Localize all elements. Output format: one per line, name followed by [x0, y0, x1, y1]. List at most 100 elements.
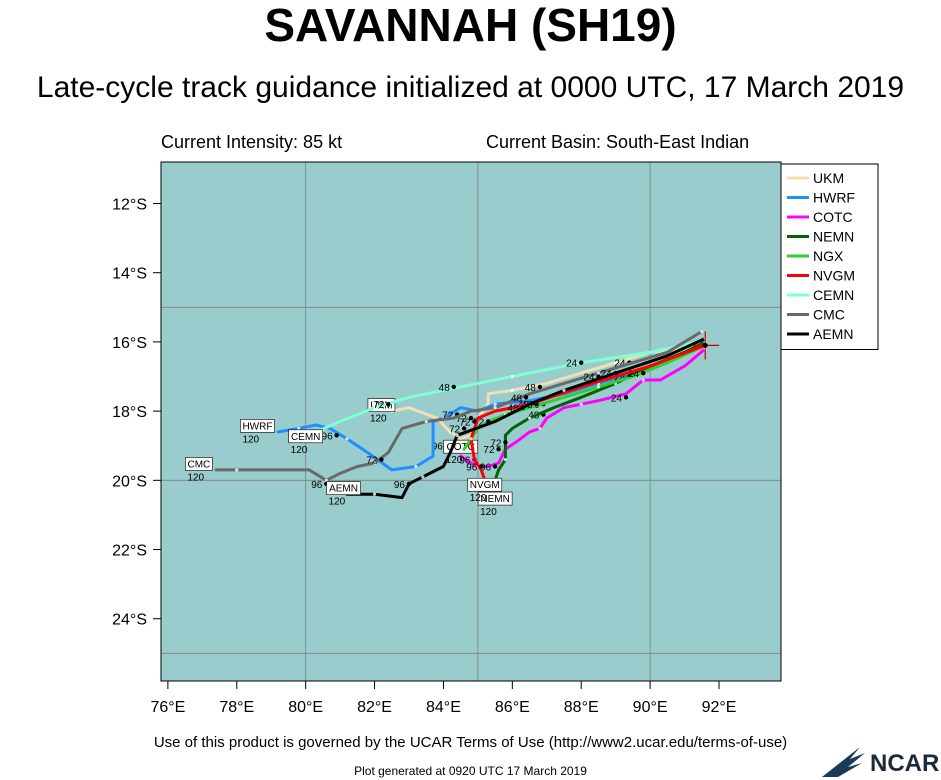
track-hour-dot-cemn — [451, 384, 456, 390]
track-hour-label-ngx: 24 — [628, 369, 640, 380]
ncar-logo-text: NCAR — [870, 750, 940, 777]
track-point-cemn — [510, 374, 514, 379]
legend-label-cmc: CMC — [813, 307, 845, 323]
legend-label-cemn: CEMN — [813, 287, 854, 303]
current-basin: Current Basin: South-East Indian — [486, 132, 750, 152]
track-end-label-hwrf: HWRF — [242, 421, 272, 432]
track-hour-label-aemn: 96 — [394, 480, 406, 491]
track-point-hwrf — [345, 437, 349, 441]
track-end-hour-aemn: 120 — [329, 497, 346, 508]
track-hour-label-cemn: 48 — [439, 383, 451, 394]
track-cmc — [214, 330, 704, 482]
track-hour-dot-ngx — [641, 370, 646, 376]
track-end-hour-cmc: 120 — [187, 472, 204, 483]
track-hour-label-nemn: 24 — [614, 373, 626, 384]
track-hour-label-ukm: 48 — [525, 383, 537, 394]
track-hour-dot-aemn — [461, 426, 467, 431]
ncar-logo-icon — [822, 747, 865, 777]
x-tick-label: 90°E — [633, 699, 668, 716]
x-tick-label: 86°E — [495, 699, 530, 716]
y-tick-label: 22°S — [112, 543, 147, 560]
track-point-cotc — [641, 378, 645, 382]
track-end-label-cemn: CEMN — [291, 432, 320, 443]
track-end-label-nvgm: NVGM — [470, 480, 500, 491]
track-hour-dot-cotc — [496, 446, 501, 452]
track-hour-label-cotc: 96 — [459, 456, 471, 467]
track-hour-label-ukm: 96 — [432, 442, 444, 453]
track-hour-label-cmc: 72 — [366, 456, 378, 467]
track-point-hwrf — [493, 402, 497, 406]
track-cemn — [314, 340, 700, 434]
terms-of-use-notice: Use of this product is governed by the U… — [153, 734, 788, 751]
track-point-hwrf — [297, 426, 301, 431]
track-hour-dot-aemn — [520, 405, 525, 410]
track-point-nemn — [503, 457, 508, 462]
track-hour-dot-ukm — [537, 384, 543, 390]
track-end-hour-cotc: 120 — [446, 455, 463, 466]
track-hour-label-cmc: 96 — [311, 480, 323, 491]
track-point-hwrf — [414, 464, 418, 469]
track-hour-label-nemn: 96 — [480, 462, 492, 473]
current-intensity: Current Intensity: 85 kt — [161, 132, 343, 152]
track-hour-label-cotc: 72 — [483, 445, 495, 456]
track-hour-dot-nemn — [492, 464, 498, 469]
track-end-hour-ukm: 120 — [370, 414, 387, 425]
track-hour-label-cmc: 48 — [511, 393, 523, 404]
track-end-box-cemn — [288, 429, 323, 444]
track-point-cmc — [700, 329, 704, 334]
legend-label-hwrf: HWRF — [813, 190, 855, 206]
track-hour-label-cemn: 72 — [373, 400, 385, 411]
legend-label-ukm: UKM — [813, 170, 844, 186]
track-hour-dot-cmc — [379, 457, 384, 462]
track-point-cmc — [596, 371, 601, 375]
y-tick-label: 20°S — [112, 473, 147, 490]
track-end-label-cmc: CMC — [187, 459, 210, 470]
track-point-cmc — [324, 478, 328, 482]
x-tick-label: 92°E — [702, 699, 737, 716]
track-hour-dot-aemn — [613, 370, 618, 376]
track-point-cmc — [235, 468, 239, 472]
track-hour-label-ukm: 72 — [456, 414, 468, 425]
track-hour-dot-cmc — [523, 395, 529, 400]
track-hour-label-nvgm: 96 — [466, 462, 478, 473]
y-tick-label: 24°S — [112, 612, 147, 629]
track-point-cmc — [493, 406, 497, 410]
legend-label-aemn: AEMN — [813, 326, 853, 342]
x-tick-label: 78°E — [219, 699, 254, 716]
x-tick-label: 84°E — [426, 699, 461, 716]
track-hour-dot-aemn — [406, 481, 412, 486]
track-point-cmc — [372, 461, 377, 465]
track-hour-label-aemn: 24 — [601, 369, 613, 380]
track-hour-label-cotc: 24 — [611, 393, 623, 404]
y-tick-label: 16°S — [112, 335, 147, 352]
x-tick-label: 80°E — [288, 699, 323, 716]
track-end-box-aemn — [326, 481, 361, 496]
x-tick-label: 76°E — [150, 699, 185, 716]
track-end-hour-hwrf: 120 — [242, 434, 259, 445]
y-tick-label: 14°S — [112, 266, 147, 283]
storm-position-dot — [702, 342, 708, 348]
track-point-nemn — [527, 416, 532, 420]
track-hour-label-ukm: 24 — [614, 359, 626, 370]
track-hour-dot-ukm — [468, 415, 474, 421]
track-hour-dot-nvgm — [472, 419, 477, 424]
track-hour-dot-nemn — [503, 440, 508, 445]
y-tick-label: 12°S — [112, 197, 147, 214]
track-hour-label-nemn: 72 — [490, 438, 502, 449]
plot-frame — [160, 161, 782, 682]
x-tick-label: 88°E — [564, 699, 599, 716]
track-hour-label-aemn: 72 — [449, 424, 461, 435]
track-nvgm — [469, 343, 707, 482]
legend-label-nvgm: NVGM — [813, 268, 855, 284]
legend-label-cotc: COTC — [813, 209, 853, 225]
track-point-aemn — [372, 492, 377, 496]
track-hour-dot-hwrf — [334, 433, 339, 438]
track-aemn — [345, 337, 707, 500]
plot-generated-timestamp: Plot generated at 0920 UTC 17 March 2019 — [354, 764, 587, 778]
track-point-nvgm — [469, 437, 473, 441]
track-point-ukm — [614, 361, 618, 365]
track-end-box-nemn — [477, 491, 513, 506]
track-ukm — [390, 340, 704, 441]
track-end-box-hwrf — [240, 419, 275, 433]
track-hour-dot-cemn — [579, 360, 584, 365]
